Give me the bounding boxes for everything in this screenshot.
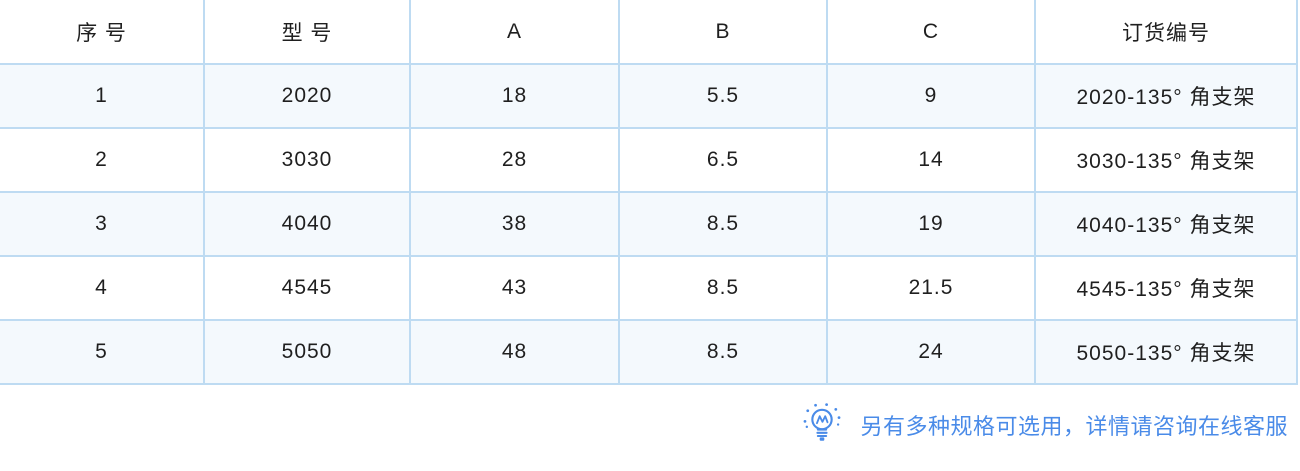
note-text: 另有多种规格可选用，详情请咨询在线客服 — [860, 414, 1288, 439]
cell-index: 3 — [0, 192, 205, 257]
cell-order-no: 5050-135° 角支架 — [1035, 320, 1298, 385]
cell-model: 3030 — [204, 128, 411, 193]
cell-c: 21.5 — [827, 256, 1036, 321]
cell-model: 2020 — [204, 64, 411, 129]
spec-table: 序 号 型 号 A B C 订货编号 1 2020 18 5.5 9 2020-… — [0, 0, 1298, 385]
table-row: 5 5050 48 8.5 24 5050-135° 角支架 — [0, 320, 1298, 385]
cell-model: 5050 — [204, 320, 411, 385]
cell-b: 5.5 — [619, 64, 828, 129]
cell-order-no: 2020-135° 角支架 — [1035, 64, 1298, 129]
cell-order-no: 4545-135° 角支架 — [1035, 256, 1298, 321]
column-header-index: 序 号 — [0, 0, 205, 65]
cell-a: 48 — [410, 320, 620, 385]
cell-c: 19 — [827, 192, 1036, 257]
table-row: 4 4545 43 8.5 21.5 4545-135° 角支架 — [0, 256, 1298, 321]
cell-c: 9 — [827, 64, 1036, 129]
cell-a: 43 — [410, 256, 620, 321]
cell-a: 28 — [410, 128, 620, 193]
cell-index: 4 — [0, 256, 205, 321]
cell-c: 14 — [827, 128, 1036, 193]
cell-index: 1 — [0, 64, 205, 129]
cell-b: 6.5 — [619, 128, 828, 193]
column-header-b: B — [619, 0, 828, 65]
cell-a: 18 — [410, 64, 620, 129]
cell-b: 8.5 — [619, 256, 828, 321]
header-row: 序 号 型 号 A B C 订货编号 — [0, 0, 1298, 65]
table-row: 2 3030 28 6.5 14 3030-135° 角支架 — [0, 128, 1298, 193]
cell-index: 5 — [0, 320, 205, 385]
table-row: 1 2020 18 5.5 9 2020-135° 角支架 — [0, 64, 1298, 129]
cell-b: 8.5 — [619, 320, 828, 385]
cell-model: 4545 — [204, 256, 411, 321]
cell-index: 2 — [0, 128, 205, 193]
column-header-model: 型 号 — [204, 0, 411, 65]
cell-order-no: 3030-135° 角支架 — [1035, 128, 1298, 193]
table-row: 3 4040 38 8.5 19 4040-135° 角支架 — [0, 192, 1298, 257]
cell-order-no: 4040-135° 角支架 — [1035, 192, 1298, 257]
cell-b: 8.5 — [619, 192, 828, 257]
column-header-order-no: 订货编号 — [1035, 0, 1298, 65]
cell-model: 4040 — [204, 192, 411, 257]
cell-a: 38 — [410, 192, 620, 257]
lightbulb-icon — [799, 402, 845, 448]
column-header-a: A — [410, 0, 620, 65]
cell-c: 24 — [827, 320, 1036, 385]
note: 另有多种规格可选用，详情请咨询在线客服 — [0, 402, 1300, 448]
column-header-c: C — [827, 0, 1036, 65]
